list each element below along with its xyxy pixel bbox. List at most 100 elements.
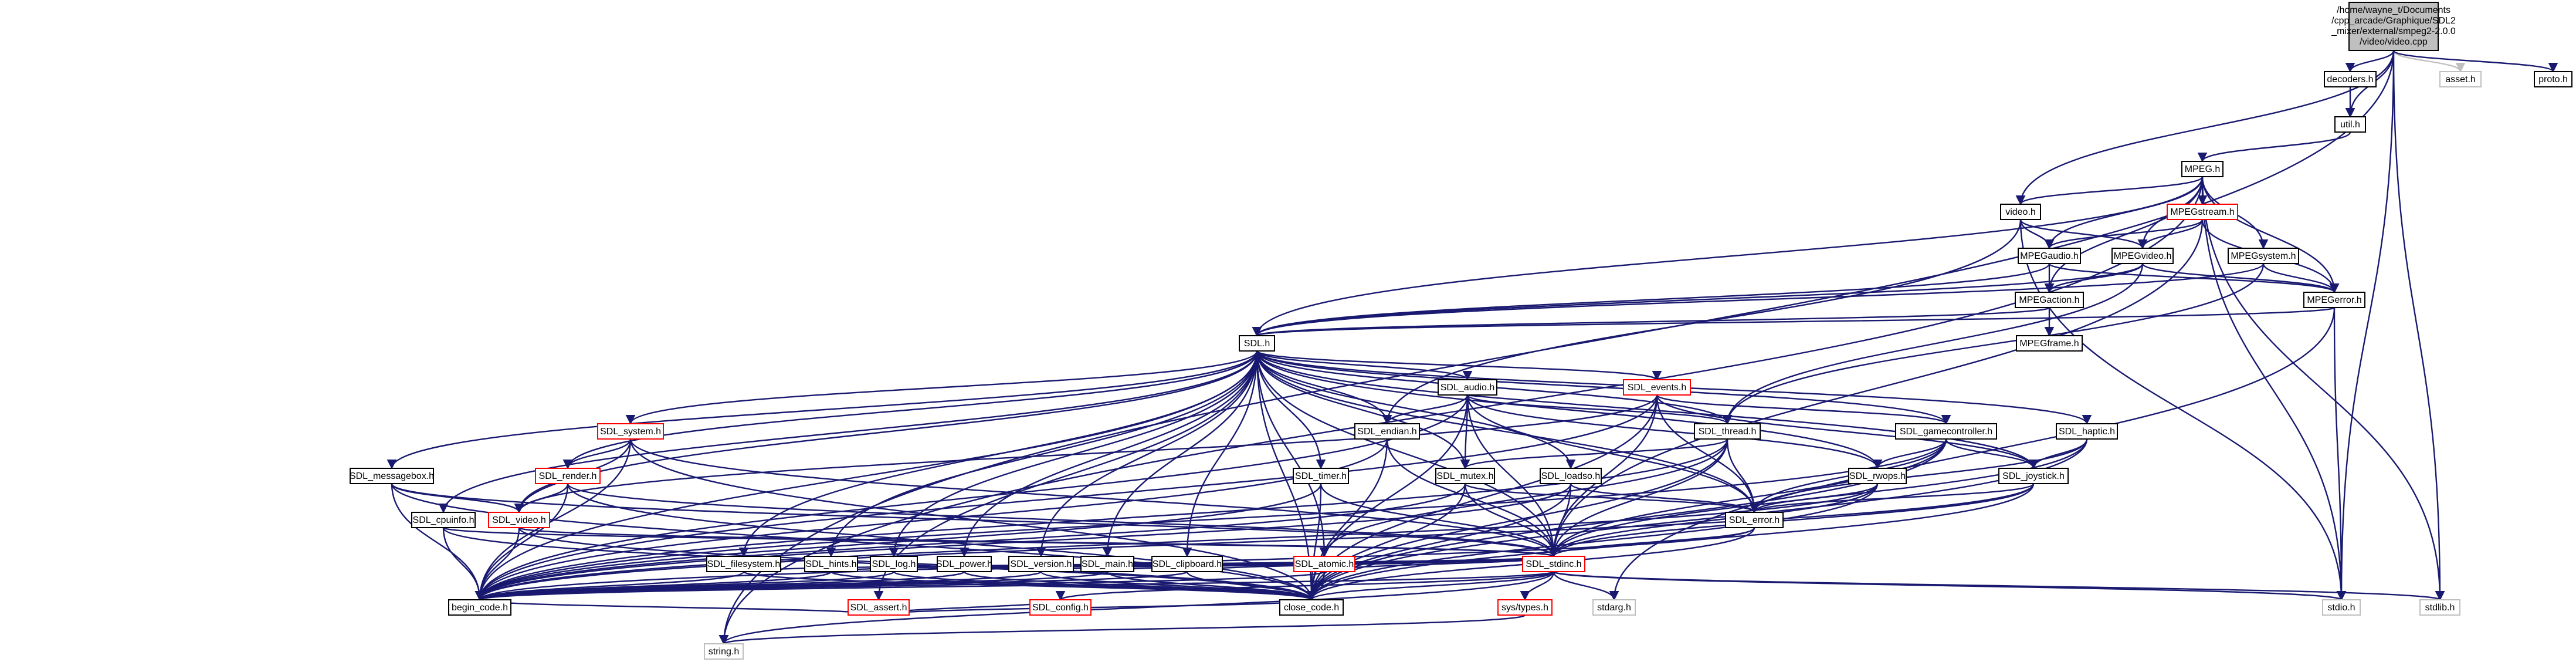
node-SDL-cpuinfo-h[interactable]: SDL_cpuinfo.h <box>411 512 476 528</box>
edge-SDL_h-to-SDL_mutex_h <box>1256 350 1470 470</box>
node-SDL-config-h[interactable]: SDL_config.h <box>1029 599 1092 616</box>
node-SDL-filesystem-h[interactable]: SDL_filesystem.h <box>706 556 781 572</box>
edge-SDL_h-to-SDL_cpuinfo_h <box>438 350 1258 514</box>
node-box <box>2324 71 2377 87</box>
node-SDL-main-h[interactable]: SDL_main.h <box>1080 556 1134 572</box>
node-SDL-timer-h[interactable]: SDL_timer.h <box>1293 468 1349 484</box>
edge-SDL_thread_h-to-begin_code_h <box>474 438 1728 601</box>
node-SDL-gamecontroller-h[interactable]: SDL_gamecontroller.h <box>1895 423 1997 440</box>
node-begin-code-h[interactable]: begin_code.h <box>448 599 511 616</box>
node-string-h[interactable]: string.h <box>704 643 744 660</box>
node-box <box>848 599 910 616</box>
node-SDL-haptic-h[interactable]: SDL_haptic.h <box>2056 423 2118 440</box>
node-SDL-video-h[interactable]: SDL_video.h <box>488 512 550 528</box>
node-SDL-assert-h[interactable]: SDL_assert.h <box>848 599 910 616</box>
node-SDL-stdinc-h[interactable]: SDL_stdinc.h <box>1522 556 1585 572</box>
node-box <box>804 556 858 572</box>
node-SDL-version-h[interactable]: SDL_version.h <box>1008 556 1074 572</box>
edge-SDL_thread_h-to-SDL_error_h <box>1726 438 1760 514</box>
node-box <box>1293 556 1355 572</box>
node-SDL-mutex-h[interactable]: SDL_mutex.h <box>1435 468 1495 484</box>
node-MPEG-h[interactable]: MPEG.h <box>2181 161 2224 177</box>
node-label: SDL_rwops.h <box>1849 471 1906 481</box>
edge-SDL_h-to-SDL_joystick_h <box>1256 350 2039 470</box>
edge-SDL_h-to-SDL_assert_h <box>873 350 1258 601</box>
edge-SDL_h-to-SDL_render_h <box>562 350 1258 470</box>
node-label: SDL_hints.h <box>805 559 856 569</box>
edge-SDL_rwops_h-to-SDL_stdinc_h <box>1548 483 1879 558</box>
node-SDL-messagebox-h[interactable]: SDL_messagebox.h <box>350 468 434 484</box>
node-SDL-log-h[interactable]: SDL_log.h <box>870 556 918 572</box>
edge-SDL_audio_h-to-SDL_endian_h <box>1382 394 1469 425</box>
node-SDL-rwops-h[interactable]: SDL_rwops.h <box>1848 468 1907 484</box>
node-label: MPEGerror.h <box>2307 295 2361 305</box>
node-SDL-thread-h[interactable]: SDL_thread.h <box>1694 423 1761 440</box>
node-MPEGvideo-h[interactable]: MPEGvideo.h <box>2111 248 2174 264</box>
node-MPEGframe-h[interactable]: MPEGframe.h <box>2016 335 2083 352</box>
node-box <box>488 512 550 528</box>
node-sys-types-h[interactable]: sys/types.h <box>1497 599 1553 616</box>
node-label: SDL_render.h <box>539 471 597 481</box>
node-asset-h[interactable]: asset.h <box>2439 71 2482 87</box>
node-MPEGaction-h[interactable]: MPEGaction.h <box>2015 292 2084 308</box>
node-label: SDL_video.h <box>492 515 546 525</box>
node-stdarg-h[interactable]: stdarg.h <box>1592 599 1636 616</box>
node-box <box>2228 248 2299 264</box>
node-SDL-error-h[interactable]: SDL_error.h <box>1725 512 1784 528</box>
node-box <box>1438 379 1497 396</box>
node-SDL-power-h[interactable]: SDL_power.h <box>936 556 992 572</box>
edge-SDL_mutex_h-to-close_code_h <box>1306 483 1466 601</box>
node-MPEGerror-h[interactable]: MPEGerror.h <box>2303 292 2365 308</box>
node-video-cpp[interactable]: /home/wayne_t/Documents /cpp_arcade/Grap… <box>2331 2 2456 51</box>
node-box <box>1998 468 2069 484</box>
node-MPEGsystem-h[interactable]: MPEGsystem.h <box>2228 248 2299 264</box>
edge-SDL_haptic_h-to-SDL_joystick_h <box>2028 438 2088 470</box>
node-box <box>2000 204 2041 220</box>
node-SDL-clipboard-h[interactable]: SDL_clipboard.h <box>1151 556 1223 572</box>
node-SDL-endian-h[interactable]: SDL_endian.h <box>1354 423 1420 440</box>
node-stdio-h[interactable]: stdio.h <box>2322 599 2361 616</box>
edge-SDL_system_h-to-SDL_stdinc_h <box>629 438 1559 558</box>
node-label: MPEG.h <box>2185 164 2220 174</box>
node-close-code-h[interactable]: close_code.h <box>1279 599 1344 616</box>
node-SDL-audio-h[interactable]: SDL_audio.h <box>1438 379 1497 396</box>
node-proto-h[interactable]: proto.h <box>2534 71 2572 87</box>
node-label: SDL_assert.h <box>850 603 907 613</box>
edge-SDL_clipboard_h-to-close_code_h <box>1186 571 1317 601</box>
node-SDL-atomic-h[interactable]: SDL_atomic.h <box>1293 556 1355 572</box>
node-label: SDL_cpuinfo.h <box>413 515 474 525</box>
node-label: SDL_events.h <box>1628 383 1687 393</box>
node-label: MPEGsystem.h <box>2231 251 2296 261</box>
node-box <box>597 423 664 440</box>
edge-MPEGvideo_h-to-MPEGerror_h <box>2141 263 2340 293</box>
edge-SDL_messagebox_h-to-SDL_stdinc_h <box>391 483 1558 558</box>
node-SDL-system-h[interactable]: SDL_system.h <box>597 423 664 440</box>
node-box <box>1522 556 1585 572</box>
node-box <box>2056 423 2118 440</box>
node-MPEGaudio-h[interactable]: MPEGaudio.h <box>2018 248 2081 264</box>
node-video-h[interactable]: video.h <box>2000 204 2041 220</box>
node-SDL-events-h[interactable]: SDL_events.h <box>1623 379 1691 396</box>
node-box <box>1623 379 1691 396</box>
node-SDL-loadso-h[interactable]: SDL_loadso.h <box>1540 468 1602 484</box>
node-MPEGstream-h[interactable]: MPEGstream.h <box>2167 204 2238 220</box>
node-util-h[interactable]: util.h <box>2334 116 2366 133</box>
node-decoders-h[interactable]: decoders.h <box>2324 71 2377 87</box>
edge-SDL_stdinc_h-to-sys_types_h <box>1520 571 1555 601</box>
node-SDL-h[interactable]: SDL.h <box>1239 335 1275 352</box>
node-label: SDL_config.h <box>1032 603 1089 613</box>
node-label: stdarg.h <box>1597 603 1631 613</box>
edge-SDL_rwops_h-to-SDL_error_h <box>1749 483 1879 514</box>
edge-SDL_events_h-to-begin_code_h <box>474 394 1658 601</box>
node-SDL-joystick-h[interactable]: SDL_joystick.h <box>1998 468 2069 484</box>
node-label: SDL_version.h <box>1011 559 1072 569</box>
node-label: SDL_timer.h <box>1295 471 1347 481</box>
node-box <box>937 556 992 572</box>
edge-SDL_timer_h-to-begin_code_h <box>474 483 1322 601</box>
node-SDL-render-h[interactable]: SDL_render.h <box>535 468 601 484</box>
node-stdlib-h[interactable]: stdlib.h <box>2419 599 2460 616</box>
edge-SDL_events_h-to-SDL_gamecontroller_h <box>1656 394 1951 425</box>
edge-SDL_system_h-to-SDL_render_h <box>562 438 632 470</box>
node-SDL-hints-h[interactable]: SDL_hints.h <box>804 556 858 572</box>
